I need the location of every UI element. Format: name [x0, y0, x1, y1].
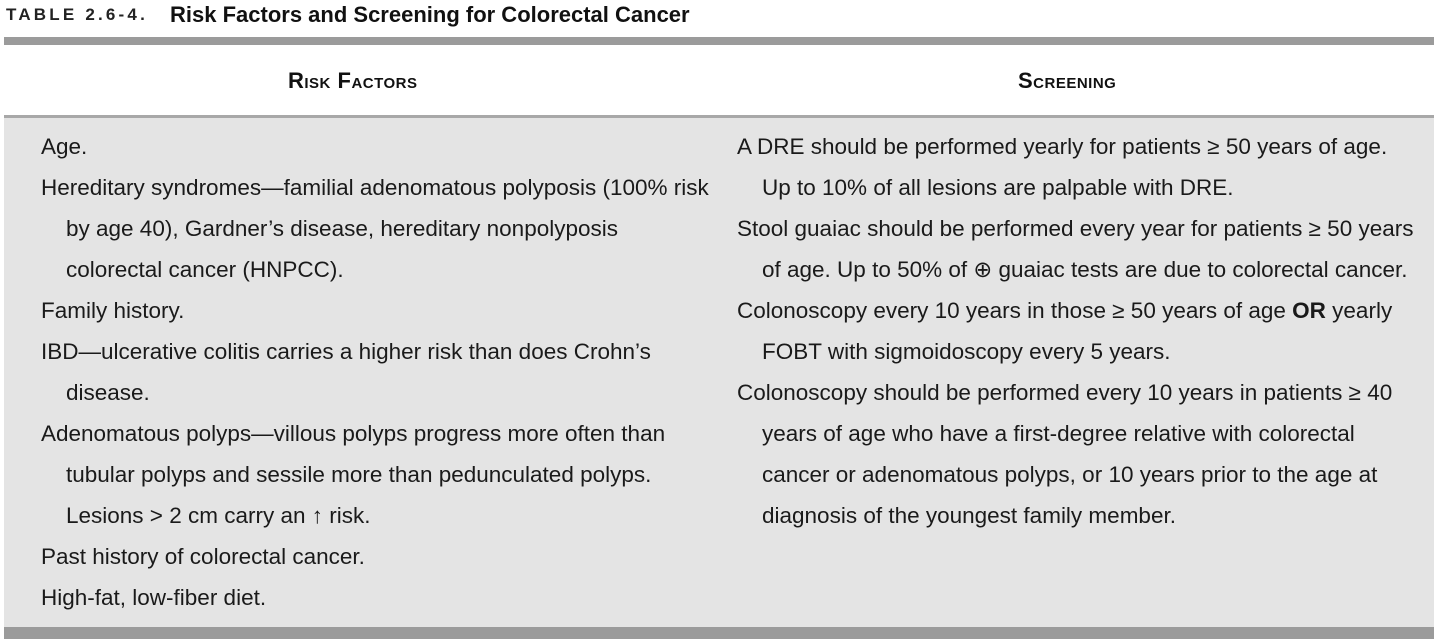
table-number: TABLE 2.6-4. [6, 5, 148, 24]
column-header-screening: Screening [1018, 68, 1117, 93]
table-caption: TABLE 2.6-4. Risk Factors and Screening … [6, 0, 690, 30]
screening-or-emphasis: OR [1292, 298, 1326, 323]
column-header-risk-factors: Risk Factors [288, 68, 418, 93]
risk-factor-past-history: Past history of colorectal cancer. [41, 544, 365, 569]
top-rule [4, 37, 1434, 45]
header-rule [4, 115, 1434, 118]
screening-colonoscopy-text-end: yearly FOBT with sigmoidoscopy every 5 y… [762, 298, 1393, 364]
screening-colonoscopy-general: Colonoscopy every 10 years in those ≥ 50… [737, 290, 1417, 372]
risk-factor-diet: High-fat, low-fiber diet. [41, 585, 267, 610]
table-title: Risk Factors and Screening for Colorecta… [170, 2, 690, 27]
table-body: Age. Hereditary syndromes—familial adeno… [4, 118, 1434, 627]
screening-colonoscopy-text-start: Colonoscopy every 10 years in those ≥ 50… [737, 298, 1293, 323]
bottom-rule [4, 627, 1434, 639]
risk-factor-ibd: IBD—ulcerative colitis carries a higher … [41, 339, 651, 405]
screening-column: A DRE should be performed yearly for pat… [737, 126, 1417, 536]
risk-factor-adenomatous-polyps: Adenomatous polyps—villous polyps progre… [41, 421, 666, 528]
screening-dre: A DRE should be performed yearly for pat… [737, 134, 1388, 200]
screening-stool-guaiac: Stool guaiac should be performed every y… [737, 216, 1414, 282]
screening-colonoscopy-family: Colonoscopy should be performed every 10… [737, 380, 1393, 528]
risk-factors-column: Age. Hereditary syndromes—familial adeno… [41, 126, 711, 618]
risk-factor-hereditary-syndromes: Hereditary syndromes—familial adenomatou… [41, 175, 709, 282]
risk-factor-family-history: Family history. [41, 298, 185, 323]
table-header-row: Risk Factors Screening [4, 45, 1434, 115]
risk-factor-age: Age. [41, 134, 88, 159]
